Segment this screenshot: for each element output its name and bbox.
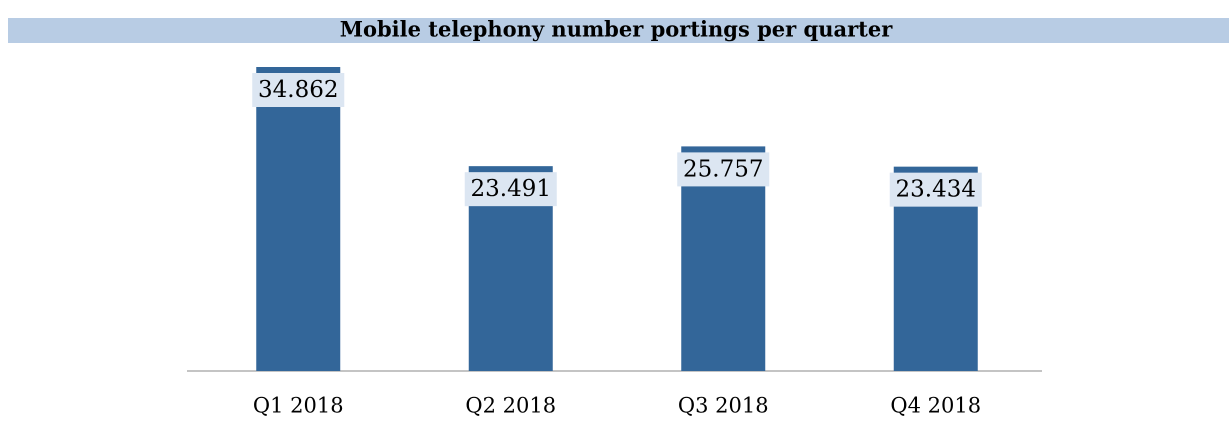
data-label-box [889,172,982,207]
data-label: 34.862 [258,77,338,103]
data-label-box [464,172,557,207]
data-label-box [677,152,770,187]
chart-title: Mobile telephony number portings per qua… [340,17,893,42]
x-tick-label: Q1 2018 [253,394,344,418]
data-label-box [252,73,345,107]
title-band [8,18,1229,43]
x-tick-label: Q2 2018 [465,394,556,418]
data-label: 23.434 [896,177,976,203]
x-tick-label: Q3 2018 [678,394,769,418]
x-tick-label: Q4 2018 [890,394,981,418]
data-label: 25.757 [683,156,763,182]
bar [256,67,341,371]
data-label: 23.491 [471,176,551,202]
